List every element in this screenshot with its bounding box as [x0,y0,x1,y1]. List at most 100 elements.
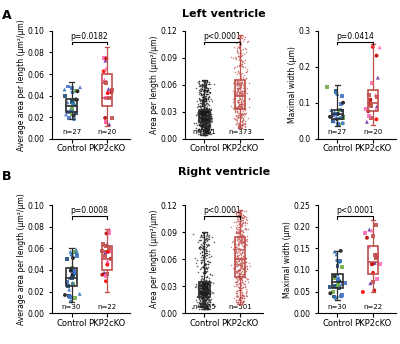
Point [200,118,206,124]
Point [200,115,207,121]
Point [233,289,240,294]
Point [197,297,204,303]
Point [204,88,210,93]
Point [202,292,208,297]
Point [198,287,204,292]
Point [200,112,207,118]
Point [233,268,240,273]
Point [203,246,209,251]
Point [235,104,242,110]
Point [236,85,242,91]
Point [237,44,243,50]
Point [200,131,207,136]
Point [232,269,239,275]
Point [199,280,206,285]
Point [202,128,208,133]
Point [199,118,206,123]
Point [236,99,242,105]
Point [204,116,210,121]
Point [241,114,248,119]
Point [196,287,202,292]
Point [244,288,250,294]
Point [237,235,243,240]
Point [199,130,205,136]
Point [194,98,200,104]
Point [205,108,211,113]
Point [240,299,246,305]
Point [235,267,241,272]
Point [236,101,242,106]
Point [201,285,207,291]
Point [244,293,250,298]
Point [202,278,209,283]
Point [237,115,244,121]
Point [200,121,206,126]
Point [68,299,74,304]
Point [236,45,243,50]
Y-axis label: Area per length (μm²/μm): Area per length (μm²/μm) [150,35,159,134]
Point [240,260,246,266]
Point [238,90,244,96]
Point [196,245,202,250]
Point [199,115,206,120]
Point [203,112,209,118]
Point [196,87,202,92]
Point [204,122,210,128]
Point [202,289,208,295]
Point [204,107,210,112]
Point [72,102,78,108]
Point [202,113,208,119]
Point [334,272,341,277]
Point [198,304,204,310]
Point [196,294,203,299]
Point [335,121,342,126]
Point [242,80,248,85]
Point [201,287,207,292]
Point [204,116,210,121]
Point [204,295,210,301]
Point [199,78,205,84]
Point [232,255,238,260]
Point [232,103,238,108]
Point [199,101,206,107]
Point [237,237,244,242]
Point [198,295,205,301]
Point [205,284,211,289]
Point [201,111,208,116]
Point [200,116,206,121]
Bar [66,268,77,286]
Point [198,286,205,291]
Point [206,130,212,136]
Point [236,226,242,232]
Point [240,227,246,233]
Point [235,233,241,238]
Point [240,90,247,96]
Point [233,112,240,118]
Point [201,119,208,125]
Point [244,279,251,284]
Point [238,51,244,56]
Point [374,252,380,257]
Point [205,279,211,284]
Point [207,289,214,295]
Point [202,117,209,122]
Point [200,98,206,104]
Point [202,302,208,308]
Text: Right ventricle: Right ventricle [178,167,270,177]
Point [236,284,243,290]
Point [202,288,209,294]
Point [237,261,244,267]
Point [202,82,209,87]
Point [199,128,206,134]
Point [200,297,207,302]
Point [366,114,372,119]
Point [240,229,246,235]
Point [198,288,204,294]
Point [206,123,213,128]
Point [202,125,208,130]
Point [203,99,209,104]
Point [234,297,241,303]
Point [237,114,244,119]
Point [206,288,212,294]
Point [201,110,207,116]
